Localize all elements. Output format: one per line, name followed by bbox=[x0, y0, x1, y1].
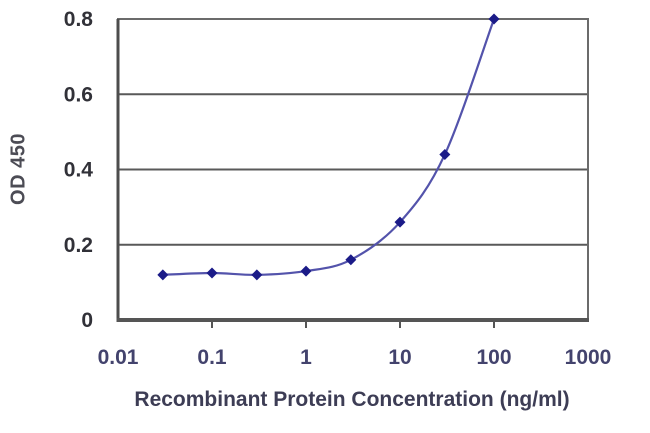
y-tick-label: 0.2 bbox=[64, 234, 93, 257]
x-tick-label: 100 bbox=[476, 346, 511, 369]
x-tick-label: 1 bbox=[300, 346, 312, 369]
y-tick-label: 0 bbox=[81, 309, 93, 332]
data-point bbox=[345, 254, 357, 266]
x-tick-label: 0.01 bbox=[98, 346, 139, 369]
data-point bbox=[251, 269, 263, 281]
x-tick-label: 10 bbox=[388, 346, 411, 369]
data-point bbox=[157, 269, 169, 281]
data-point bbox=[300, 265, 312, 277]
x-tick-label: 1000 bbox=[565, 346, 612, 369]
y-axis-label: OD 450 bbox=[7, 133, 30, 205]
data-point bbox=[488, 13, 500, 25]
x-tick-label: 0.1 bbox=[197, 346, 227, 369]
data-point bbox=[206, 267, 218, 279]
data-point bbox=[394, 216, 406, 228]
x-axis-label: Recombinant Protein Concentration (ng/ml… bbox=[134, 388, 570, 411]
y-tick-label: 0.4 bbox=[64, 159, 94, 182]
y-tick-label: 0.6 bbox=[64, 83, 93, 106]
y-tick-label: 0.8 bbox=[64, 8, 94, 31]
data-point bbox=[439, 148, 451, 160]
series-line bbox=[162, 18, 496, 276]
